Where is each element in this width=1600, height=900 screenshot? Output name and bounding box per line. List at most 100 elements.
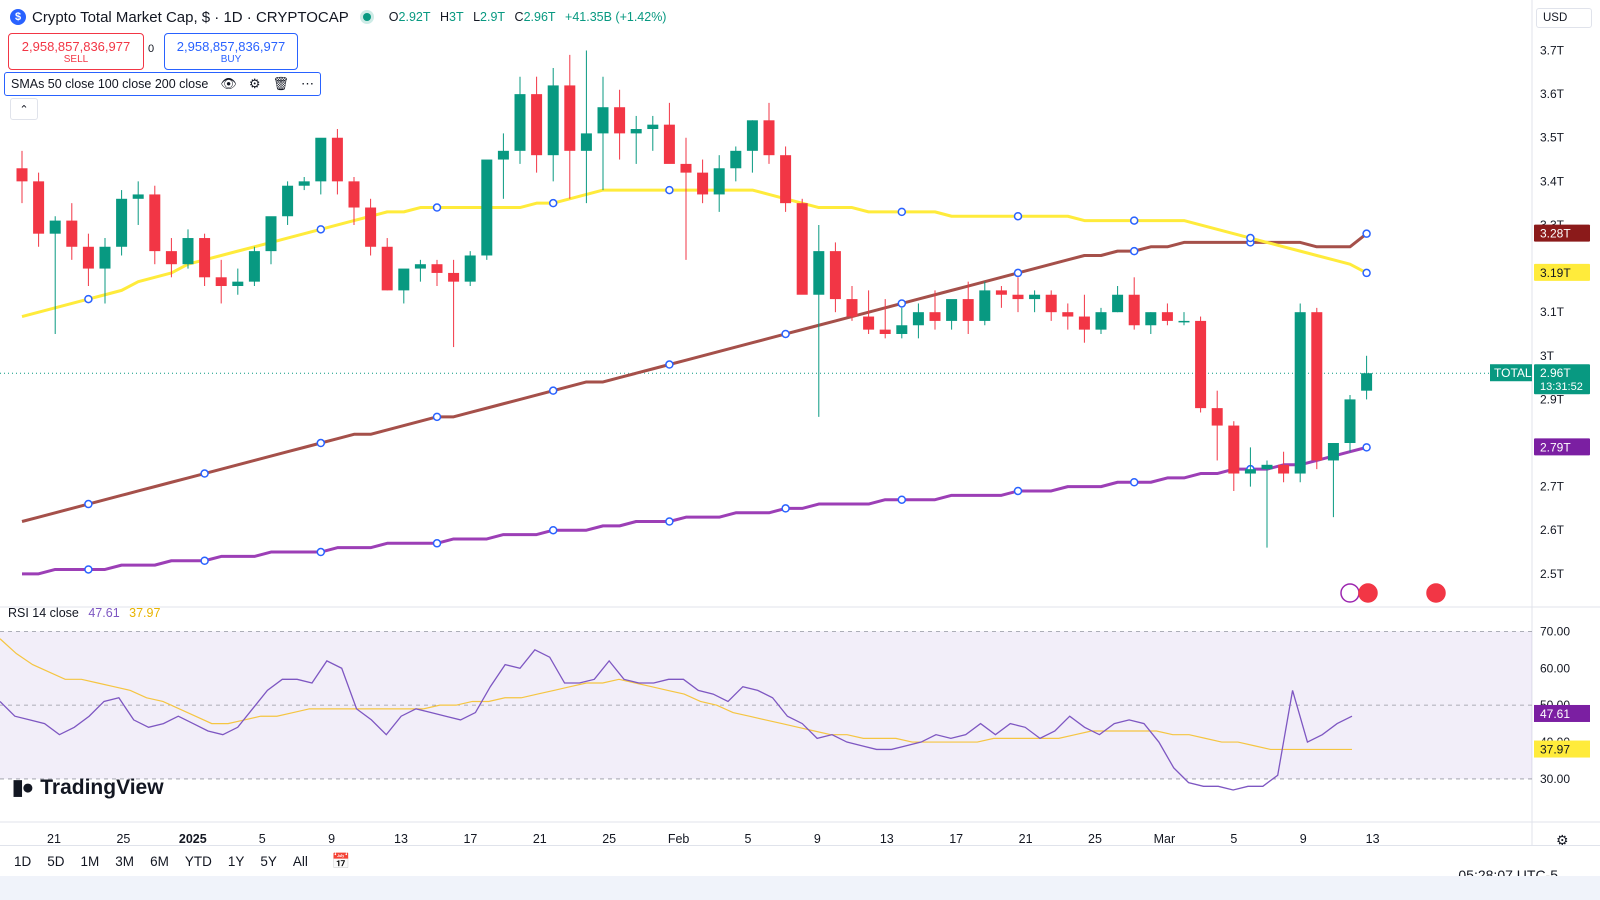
sma50-line-point (1362, 268, 1371, 278)
range-1y[interactable]: 1Y (227, 853, 245, 869)
sma100-line-point (1129, 246, 1139, 256)
sma100-line-point (781, 329, 790, 339)
candle (33, 172, 45, 247)
candle-body (16, 168, 28, 182)
high-value: 3T (449, 10, 464, 24)
rsi-value-label: 47.61 (1540, 707, 1570, 721)
calendar-icon[interactable]: 📅 (331, 853, 351, 870)
candle (514, 76, 526, 164)
sell-button[interactable]: 2,958,857,836,977 SELL (8, 33, 144, 70)
candle-body (614, 107, 626, 134)
brand-name: TradingView (40, 775, 164, 799)
candle-body (813, 251, 825, 295)
candle (697, 159, 709, 204)
sma-indicator-legend[interactable]: SMAs 50 close 100 close 200 close 👁 ⚙ 🗑 … (4, 72, 322, 96)
candle-body (1261, 464, 1273, 470)
time-tick-label: 17 (949, 832, 963, 846)
candle-body (713, 168, 725, 195)
range-ytd[interactable]: YTD (184, 853, 212, 869)
price-tick-label: 3.1T (1540, 305, 1565, 319)
time-tick-label: 25 (1088, 832, 1102, 846)
candle-body (680, 163, 692, 173)
candle-body (282, 185, 294, 217)
price-tick-label: 3.7T (1540, 44, 1565, 58)
candle (99, 238, 111, 304)
rsi-tick-label: 70.00 (1540, 624, 1570, 638)
trash-icon[interactable]: 🗑 (272, 76, 290, 91)
candle-body (1029, 294, 1041, 300)
time-tick-label: 13 (880, 832, 894, 846)
range-6m[interactable]: 6M (150, 853, 169, 869)
sma200-line-point (1129, 478, 1139, 487)
candle (398, 268, 410, 304)
range-bar: 1D 5D 1M 3M 6M YTD 1Y 5Y All 📅 (0, 845, 1600, 876)
candle-body (248, 251, 260, 282)
candle (464, 251, 476, 287)
sma100-line-point (897, 299, 907, 308)
us-flag-event-icon (1426, 583, 1446, 603)
range-5y[interactable]: 5Y (260, 853, 277, 869)
candle-body (697, 172, 709, 195)
candle (680, 137, 692, 260)
candle-body (298, 181, 310, 186)
open-value: 2.92T (398, 10, 431, 24)
candle-body (116, 198, 128, 247)
candle (995, 286, 1007, 308)
axis-settings-icon[interactable]: ⚙ (1556, 832, 1569, 848)
price-tick-label: 2.9T (1540, 392, 1565, 406)
candle (1344, 395, 1356, 452)
settings-icon[interactable]: ⚙ (248, 76, 261, 91)
candle (199, 233, 211, 287)
time-tick-label: 2025 (179, 832, 207, 846)
candle (16, 150, 28, 204)
candle-body (315, 137, 327, 182)
market-status-icon[interactable] (362, 13, 371, 21)
price-tick-label: 2.5T (1540, 567, 1565, 581)
tradingview-logo[interactable]: ▮● TradingView (12, 775, 164, 800)
collapse-legend-button[interactable]: ⌃ (10, 98, 38, 120)
range-all[interactable]: All (292, 853, 308, 869)
candle-body (663, 124, 675, 164)
currency-selector[interactable]: USD (1536, 8, 1592, 28)
candle-body (1045, 294, 1057, 313)
ohlc-readout: O2.92T H3T L2.9T C2.96T +41.35B (+1.42%) (388, 10, 667, 24)
sma100-line-point (1013, 268, 1023, 278)
candle-body (481, 159, 493, 256)
candle-body (1361, 373, 1373, 391)
candle-body (132, 194, 144, 199)
candle-body (879, 329, 891, 334)
candle-body (547, 85, 559, 156)
candle-body (66, 220, 78, 247)
range-5d[interactable]: 5D (47, 853, 65, 869)
candle (763, 102, 775, 164)
buy-label: BUY (220, 53, 242, 65)
candle-body (1228, 425, 1240, 474)
range-3m[interactable]: 3M (115, 853, 135, 869)
more-icon[interactable]: ⋯ (301, 76, 315, 91)
candle (1294, 303, 1306, 483)
rsi-legend[interactable]: RSI 14 close 47.61 37.97 (8, 606, 160, 620)
candle (630, 115, 642, 164)
eye-icon[interactable]: 👁 (220, 76, 237, 91)
range-1d[interactable]: 1D (14, 853, 32, 869)
candle (248, 246, 260, 287)
range-1m[interactable]: 1M (80, 853, 100, 869)
symbol-title[interactable]: Crypto Total Market Cap, $ · 1D · CRYPTO… (32, 8, 349, 26)
candle (846, 286, 858, 321)
candle-body (1178, 320, 1190, 323)
candle (49, 216, 61, 334)
candle (348, 176, 360, 225)
candle-body (597, 107, 609, 134)
candle-body (796, 203, 808, 295)
price-tick-label: 3.5T (1540, 131, 1565, 145)
candle-body (265, 216, 277, 252)
time-tick-label: 9 (328, 832, 335, 846)
time-tick-label: 21 (533, 832, 547, 846)
candle-body (1195, 320, 1207, 409)
chart-header: $ Crypto Total Market Cap, $ · 1D · CRYP… (10, 6, 666, 28)
buy-button[interactable]: 2,958,857,836,977 BUY (164, 33, 298, 70)
change-value: +41.35B (+1.42%) (565, 10, 667, 24)
candle-body (896, 325, 908, 334)
sma200-line-point (316, 547, 326, 557)
